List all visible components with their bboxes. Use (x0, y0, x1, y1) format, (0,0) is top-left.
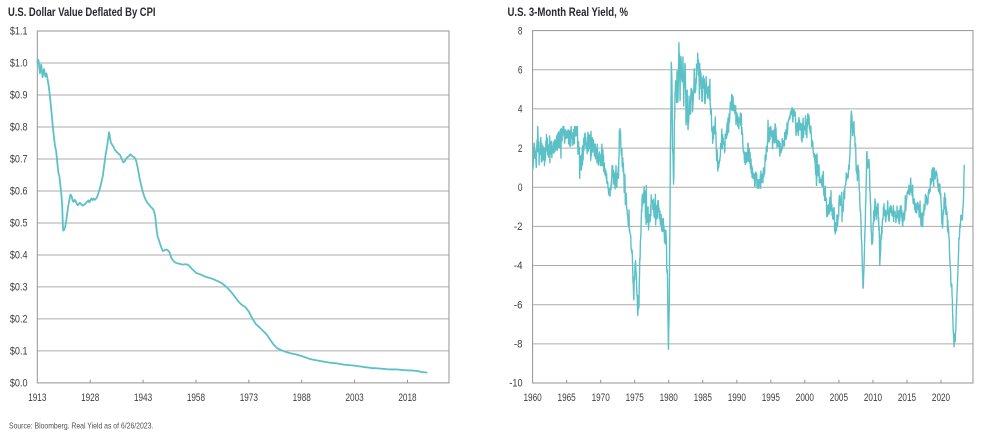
svg-text:1985: 1985 (694, 392, 712, 404)
svg-text:2003: 2003 (345, 392, 363, 404)
svg-text:2018: 2018 (398, 392, 416, 404)
svg-text:1988: 1988 (293, 392, 311, 404)
svg-text:U.S. Dollar Value Deflated By: U.S. Dollar Value Deflated By CPI (8, 5, 156, 19)
svg-text:-8: -8 (514, 339, 523, 351)
svg-text:1995: 1995 (762, 392, 780, 404)
svg-text:4: 4 (518, 104, 523, 116)
svg-text:U.S. 3-Month Real Yield, %: U.S. 3-Month Real Yield, % (508, 5, 629, 19)
svg-text:$0.1: $0.1 (10, 346, 28, 358)
svg-text:1970: 1970 (592, 392, 610, 404)
svg-text:Source: Bloomberg. Real Yield: Source: Bloomberg. Real Yield as of 6/26… (9, 422, 153, 431)
svg-text:1958: 1958 (187, 392, 205, 404)
svg-text:$0.2: $0.2 (10, 314, 28, 326)
svg-text:1913: 1913 (28, 392, 46, 404)
svg-text:2010: 2010 (864, 392, 882, 404)
svg-text:$0.8: $0.8 (10, 122, 28, 134)
svg-text:1943: 1943 (134, 392, 152, 404)
svg-text:1975: 1975 (626, 392, 644, 404)
svg-text:1990: 1990 (728, 392, 746, 404)
svg-text:$0.6: $0.6 (10, 186, 28, 198)
svg-text:2020: 2020 (932, 392, 950, 404)
svg-text:1965: 1965 (558, 392, 576, 404)
svg-text:-2: -2 (514, 221, 523, 233)
svg-text:$1.1: $1.1 (10, 26, 28, 38)
svg-text:1973: 1973 (240, 392, 258, 404)
svg-text:$0.0: $0.0 (10, 378, 28, 390)
svg-text:$0.7: $0.7 (10, 154, 28, 166)
svg-text:2: 2 (518, 143, 523, 155)
svg-text:2015: 2015 (898, 392, 916, 404)
svg-text:0: 0 (518, 182, 523, 194)
svg-text:2005: 2005 (830, 392, 848, 404)
svg-text:1980: 1980 (660, 392, 678, 404)
svg-text:$0.9: $0.9 (10, 90, 28, 102)
svg-text:1928: 1928 (81, 392, 99, 404)
svg-text:-10: -10 (509, 378, 522, 390)
svg-text:$0.5: $0.5 (10, 218, 28, 230)
svg-text:-4: -4 (514, 260, 523, 272)
svg-text:$1.0: $1.0 (10, 58, 28, 70)
svg-text:8: 8 (518, 25, 523, 37)
svg-text:6: 6 (518, 64, 523, 76)
svg-text:2000: 2000 (796, 392, 814, 404)
svg-text:$0.3: $0.3 (10, 282, 28, 294)
svg-text:-6: -6 (514, 299, 523, 311)
svg-text:1960: 1960 (524, 392, 542, 404)
svg-text:$0.4: $0.4 (10, 250, 28, 262)
